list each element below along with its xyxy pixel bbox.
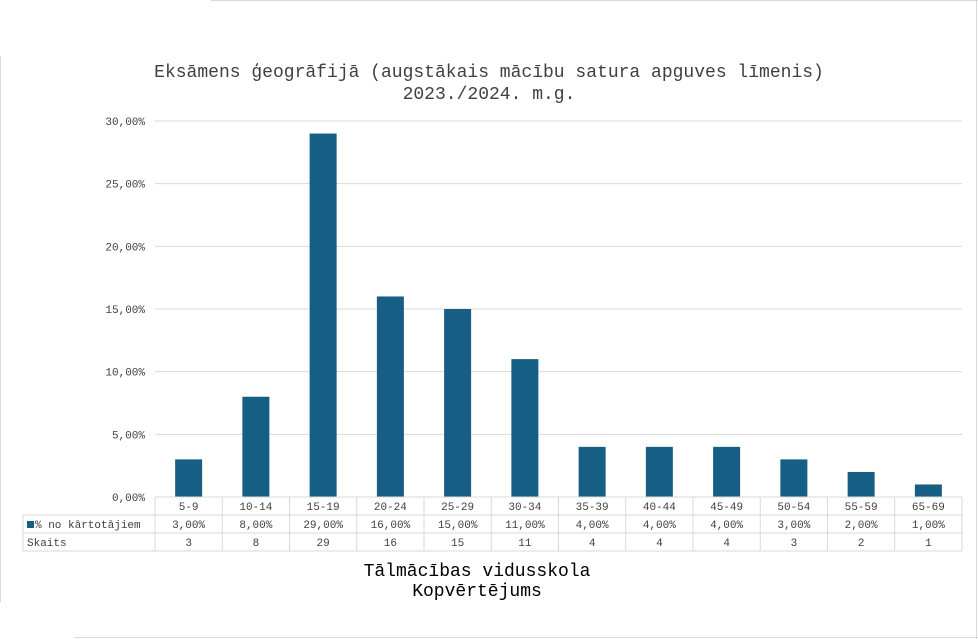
bottom-border: [74, 637, 978, 638]
x-tick-label: 30-34: [508, 502, 541, 514]
table-cell: 4: [723, 538, 730, 550]
bar: [713, 446, 741, 497]
y-tick-label: 15,00%: [105, 305, 145, 317]
chart-title-line2: 2023./2024. m.g.: [402, 85, 576, 105]
bar: [175, 459, 203, 497]
data-label: 29,00%: [303, 520, 343, 532]
bar: [376, 296, 404, 497]
x-tick-label: 65-69: [912, 502, 945, 514]
table-cell: 4: [589, 538, 596, 550]
data-label: 15,00%: [438, 520, 478, 532]
right-border: [976, 0, 977, 639]
bar: [511, 359, 539, 497]
x-tick-label: 45-49: [710, 502, 743, 514]
data-label: 3,00%: [777, 520, 810, 532]
table-cell: 3: [185, 538, 192, 550]
top-border: [211, 0, 978, 1]
table-cell: 11: [518, 538, 532, 550]
x-tick-label: 35-39: [576, 502, 609, 514]
data-label: 4,00%: [710, 520, 743, 532]
x-tick-label: 40-44: [643, 502, 676, 514]
bar: [780, 459, 808, 497]
y-tick-label: 10,00%: [105, 368, 145, 380]
x-tick-label: 50-54: [777, 502, 810, 514]
chart-title-line1: Eksāmens ģeogrāfijā (augstākais mācību s…: [154, 63, 824, 83]
data-label: 1,00%: [912, 520, 945, 532]
y-tick-label: 25,00%: [105, 180, 145, 192]
table-cell: 15: [451, 538, 464, 550]
x-tick-label: 5-9: [179, 502, 199, 514]
x-tick-label: 55-59: [845, 502, 878, 514]
data-label: 4,00%: [643, 520, 676, 532]
bar: [242, 396, 270, 497]
table-cell: 8: [253, 538, 260, 550]
data-label: 2,00%: [845, 520, 878, 532]
x-axis-title-line1: Tālmācības vidusskola: [363, 562, 591, 582]
data-label: 4,00%: [576, 520, 609, 532]
data-label: 16,00%: [371, 520, 411, 532]
bar: [578, 446, 606, 497]
y-tick-label: 30,00%: [105, 117, 145, 129]
table-cell: 1: [925, 538, 932, 550]
bar: [444, 309, 472, 497]
table-row-label: Skaits: [27, 538, 67, 550]
x-axis-title-line2: Kopvērtējums: [412, 582, 542, 602]
x-tick-label: 10-14: [239, 502, 272, 514]
bar: [645, 446, 673, 497]
data-label: 11,00%: [505, 520, 545, 532]
bar: [914, 484, 942, 497]
table-cell: 29: [317, 538, 330, 550]
data-label: 8,00%: [239, 520, 272, 532]
bar: [847, 471, 875, 497]
x-tick-label: 15-19: [307, 502, 340, 514]
table-cell: 3: [791, 538, 798, 550]
table-cell: 4: [656, 538, 663, 550]
y-tick-label: 20,00%: [105, 242, 145, 254]
x-tick-label: 20-24: [374, 502, 407, 514]
left-border: [0, 56, 1, 602]
table-cell: 16: [384, 538, 397, 550]
legend-label: % no kārtotājiem: [35, 520, 141, 532]
y-tick-label: 5,00%: [112, 430, 145, 442]
bar: [309, 133, 337, 498]
data-label: 3,00%: [172, 520, 205, 532]
legend-key: [27, 521, 34, 528]
table-cell: 2: [858, 538, 865, 550]
x-tick-label: 25-29: [441, 502, 474, 514]
y-tick-label: 0,00%: [112, 493, 145, 505]
